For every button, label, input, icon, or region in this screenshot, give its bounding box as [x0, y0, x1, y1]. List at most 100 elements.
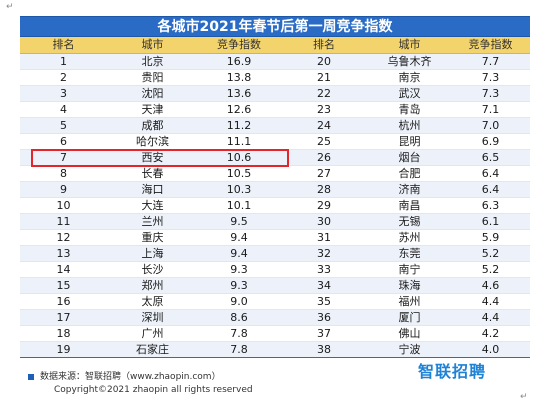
header-index-right: 竞争指数	[451, 37, 530, 54]
city-cell: 兰州	[107, 213, 198, 229]
rank-cell: 7	[20, 149, 107, 165]
header-city-right: 城市	[368, 37, 451, 54]
rank-cell: 27	[280, 165, 368, 181]
city-cell: 昆明	[368, 133, 451, 149]
table-row: 10 大连 10.1 29 南昌 6.3	[20, 197, 530, 213]
city-cell: 海口	[107, 181, 198, 197]
copyright-text: Copyright©2021 zhaopin all rights reserv…	[54, 385, 253, 395]
index-cell: 7.8	[198, 325, 280, 341]
city-cell: 南宁	[368, 261, 451, 277]
index-cell: 7.0	[451, 117, 530, 133]
city-cell: 福州	[368, 293, 451, 309]
index-cell: 4.2	[451, 325, 530, 341]
table-row: 1 北京 16.9 20 乌鲁木齐 7.7	[20, 53, 530, 69]
table-body: 1 北京 16.9 20 乌鲁木齐 7.7 2 贵阳 13.8 21 南京 7.3 3 沈阳 13.6 22 武…	[20, 53, 530, 357]
index-cell: 6.3	[451, 197, 530, 213]
city-cell: 南京	[368, 69, 451, 85]
table-row: 13 上海 9.4 32 东莞 5.2	[20, 245, 530, 261]
city-cell: 太原	[107, 293, 198, 309]
rank-cell: 18	[20, 325, 107, 341]
rank-cell: 34	[280, 277, 368, 293]
table-row: 12 重庆 9.4 31 苏州 5.9	[20, 229, 530, 245]
rank-cell: 30	[280, 213, 368, 229]
table-row: 16 太原 9.0 35 福州 4.4	[20, 293, 530, 309]
city-cell: 烟台	[368, 149, 451, 165]
index-cell: 9.4	[198, 229, 280, 245]
rank-cell: 12	[20, 229, 107, 245]
rank-cell: 6	[20, 133, 107, 149]
rank-cell: 23	[280, 101, 368, 117]
city-cell: 南昌	[368, 197, 451, 213]
table-row: 3 沈阳 13.6 22 武汉 7.3	[20, 85, 530, 101]
rank-cell: 19	[20, 341, 107, 357]
city-cell: 青岛	[368, 101, 451, 117]
header-rank-right: 排名	[280, 37, 368, 54]
city-cell: 北京	[107, 53, 198, 69]
city-cell: 杭州	[368, 117, 451, 133]
city-cell: 东莞	[368, 245, 451, 261]
rank-cell: 13	[20, 245, 107, 261]
rank-cell: 38	[280, 341, 368, 357]
index-cell: 7.3	[451, 85, 530, 101]
rank-cell: 16	[20, 293, 107, 309]
city-cell: 哈尔滨	[107, 133, 198, 149]
footer: 数据来源：智联招聘（www.zhaopin.com） Copyright©202…	[20, 362, 530, 395]
city-cell: 成都	[107, 117, 198, 133]
table-row: 6 哈尔滨 11.1 25 昆明 6.9	[20, 133, 530, 149]
table-row: 8 长春 10.5 27 合肥 6.4	[20, 165, 530, 181]
rank-cell: 9	[20, 181, 107, 197]
city-cell: 珠海	[368, 277, 451, 293]
rank-cell: 2	[20, 69, 107, 85]
city-cell: 上海	[107, 245, 198, 261]
rank-cell: 11	[20, 213, 107, 229]
header-index-left: 竞争指数	[198, 37, 280, 54]
table-row: 4 天津 12.6 23 青岛 7.1	[20, 101, 530, 117]
rank-cell: 26	[280, 149, 368, 165]
index-cell: 10.6	[198, 149, 280, 165]
rank-cell: 33	[280, 261, 368, 277]
city-cell: 长春	[107, 165, 198, 181]
index-cell: 9.3	[198, 261, 280, 277]
index-cell: 4.0	[451, 341, 530, 357]
index-cell: 9.4	[198, 245, 280, 261]
rank-cell: 35	[280, 293, 368, 309]
table-row: 7 西安 10.6 26 烟台 6.5	[20, 149, 530, 165]
index-cell: 12.6	[198, 101, 280, 117]
index-cell: 5.9	[451, 229, 530, 245]
index-cell: 6.5	[451, 149, 530, 165]
city-cell: 重庆	[107, 229, 198, 245]
rank-cell: 37	[280, 325, 368, 341]
rank-cell: 10	[20, 197, 107, 213]
city-cell: 沈阳	[107, 85, 198, 101]
index-cell: 5.2	[451, 261, 530, 277]
index-cell: 4.6	[451, 277, 530, 293]
city-cell: 苏州	[368, 229, 451, 245]
index-cell: 10.3	[198, 181, 280, 197]
index-cell: 10.5	[198, 165, 280, 181]
city-cell: 厦门	[368, 309, 451, 325]
rank-cell: 17	[20, 309, 107, 325]
rank-cell: 36	[280, 309, 368, 325]
table-row: 9 海口 10.3 28 济南 6.4	[20, 181, 530, 197]
header-city-left: 城市	[107, 37, 198, 54]
data-source-text: 数据来源：智联招聘（www.zhaopin.com）	[40, 372, 221, 382]
ranking-table: 排名 城市 竞争指数 排名 城市 竞争指数 1 北京 16.9 20 乌鲁木齐 7.7 2 贵…	[20, 37, 530, 358]
index-cell: 7.7	[451, 53, 530, 69]
ranking-table-card: 各城市2021年春节后第一周竞争指数 排名 城市 竞争指数 排名 城市 竞争指数…	[20, 16, 530, 392]
table-row: 2 贵阳 13.8 21 南京 7.3	[20, 69, 530, 85]
city-cell: 长沙	[107, 261, 198, 277]
paragraph-mark-bottom: ↵	[520, 392, 528, 402]
index-cell: 16.9	[198, 53, 280, 69]
rank-cell: 31	[280, 229, 368, 245]
rank-cell: 20	[280, 53, 368, 69]
table-row: 15 郑州 9.3 34 珠海 4.6	[20, 277, 530, 293]
rank-cell: 22	[280, 85, 368, 101]
city-cell: 贵阳	[107, 69, 198, 85]
index-cell: 7.8	[198, 341, 280, 357]
index-cell: 6.4	[451, 165, 530, 181]
index-cell: 10.1	[198, 197, 280, 213]
source-marker-icon	[28, 374, 34, 380]
index-cell: 9.3	[198, 277, 280, 293]
city-cell: 无锡	[368, 213, 451, 229]
index-cell: 11.2	[198, 117, 280, 133]
